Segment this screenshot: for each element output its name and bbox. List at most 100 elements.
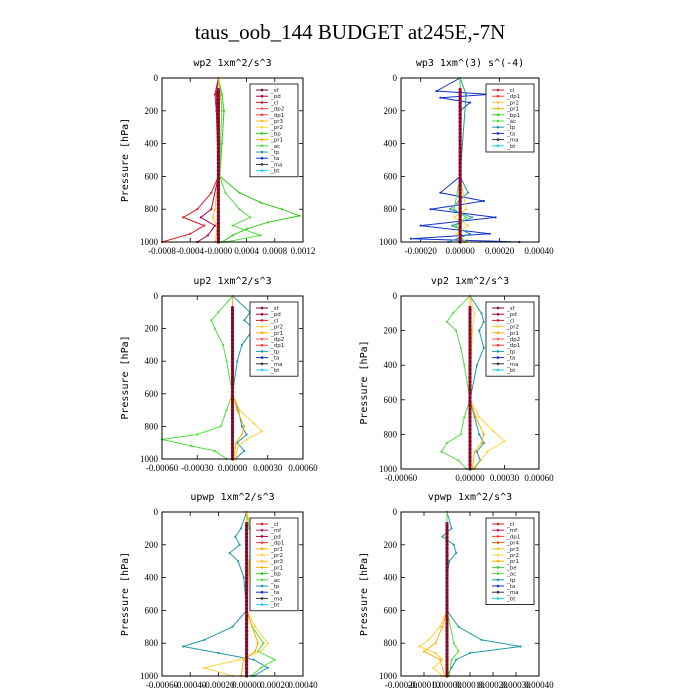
plot-frame xyxy=(400,295,540,470)
series-point-ac xyxy=(455,329,458,332)
legend-marker xyxy=(260,535,264,538)
legend-marker xyxy=(260,107,264,110)
zero-line-marker xyxy=(245,565,249,569)
legend-marker xyxy=(496,350,500,353)
zero-line-marker xyxy=(230,446,235,450)
panel-title: upwp 1xm^2/s^3 xyxy=(190,492,274,503)
series-point-cl xyxy=(196,208,199,211)
series-point-tp xyxy=(478,329,481,332)
series-point-pr1 xyxy=(242,658,245,661)
zero-line-marker xyxy=(245,663,249,667)
zero-line-marker xyxy=(245,614,249,618)
y-tick-label: 200 xyxy=(384,326,398,336)
series-point-ac xyxy=(259,666,262,669)
series-point-cl xyxy=(210,191,213,194)
legend-marker xyxy=(260,584,264,588)
zero-line-marker xyxy=(216,146,220,150)
series-point-ta xyxy=(439,96,442,99)
legend-marker xyxy=(260,362,264,366)
zero-line-marker xyxy=(445,565,449,569)
legend-label: _pr2 xyxy=(270,325,283,331)
series-point-pd xyxy=(199,216,202,219)
legend-marker xyxy=(260,169,264,172)
legend-marker xyxy=(260,88,264,92)
zero-line-marker xyxy=(458,169,462,173)
series-point-tp xyxy=(519,645,522,648)
series-point-tp xyxy=(238,543,241,546)
y-tick-label: 400 xyxy=(384,360,398,370)
zero-line-marker xyxy=(458,142,462,147)
series-point-bp xyxy=(222,109,226,112)
series-point-pr1 xyxy=(422,650,426,653)
legend-box xyxy=(249,517,299,612)
series-point-ac xyxy=(463,416,466,419)
zero-line-marker xyxy=(216,221,220,225)
plot-frame xyxy=(161,77,304,243)
x-tick-label: 0.0008 xyxy=(262,246,287,256)
x-tick-label: -0.0004 xyxy=(176,246,204,256)
y-tick-label: 0 xyxy=(393,73,398,83)
series-point-pr1 xyxy=(439,658,442,661)
zero-line-marker xyxy=(216,232,220,237)
legend-marker xyxy=(260,325,264,328)
x-tick-label: 0.00000 xyxy=(218,463,248,473)
zero-line-marker xyxy=(216,116,220,120)
legend-marker xyxy=(496,522,500,526)
zero-line-marker xyxy=(230,453,235,457)
legend-marker xyxy=(496,559,500,563)
series-point-ac xyxy=(273,658,276,661)
zero-line-marker xyxy=(445,629,449,633)
legend-label: _ta xyxy=(506,356,515,362)
x-tick-label: -0.0000 xyxy=(205,246,233,256)
legend-label: _pd xyxy=(270,312,281,318)
zero-line-marker xyxy=(458,94,462,98)
legend-label: _cl xyxy=(270,522,279,528)
legend-label: _tp xyxy=(506,578,516,584)
series-point-ac xyxy=(457,650,460,653)
legend-marker xyxy=(496,107,500,110)
zero-line-marker xyxy=(230,390,235,394)
zero-line-marker xyxy=(216,184,220,188)
legend-marker xyxy=(260,559,264,563)
zero-line-marker xyxy=(216,90,220,94)
y-tick-label: 400 xyxy=(145,356,159,366)
zero-line-marker xyxy=(230,401,235,405)
zero-line-marker xyxy=(230,416,235,420)
legend-box xyxy=(249,83,299,178)
series-point-ta xyxy=(439,191,442,194)
plot-frame xyxy=(161,295,304,460)
zero-line-marker xyxy=(468,447,472,451)
zero-line-marker xyxy=(216,199,220,203)
series-point-tp xyxy=(448,560,451,563)
series-point-ac xyxy=(225,409,228,412)
zero-line-marker xyxy=(245,670,249,674)
legend-marker xyxy=(260,331,264,335)
legend-marker xyxy=(260,163,264,166)
zero-line-marker xyxy=(230,308,235,312)
zero-line-marker xyxy=(230,368,235,372)
legend-label: _bt xyxy=(270,368,280,374)
y-tick-label: 800 xyxy=(145,421,159,431)
x-tick-label: 0.0012 xyxy=(291,246,316,256)
legend-label: _cl xyxy=(506,88,515,94)
series-point-pr2 xyxy=(238,658,241,661)
y-tick-label: 200 xyxy=(384,540,398,550)
zero-line-marker xyxy=(445,648,449,652)
series-point-cl xyxy=(203,224,206,227)
legend-marker xyxy=(260,528,264,532)
series-point-ac xyxy=(224,191,227,194)
panel-title: wp3 1xm^(3) s^(-4) xyxy=(416,58,524,69)
zero-line-marker xyxy=(245,603,249,607)
series-point-pr1 xyxy=(434,642,437,645)
zero-line-marker xyxy=(445,584,449,588)
zero-line-marker xyxy=(245,554,249,558)
legend-label: _ta xyxy=(270,156,279,162)
series-point-ta xyxy=(435,90,438,93)
zero-line-marker xyxy=(458,191,462,195)
series-point-tp xyxy=(240,425,243,428)
series-point-ac xyxy=(222,343,225,346)
panels-group: wp2 1xm^2/s^3 Pressure [hPa] 0 200 400 600 800… xyxy=(120,58,554,690)
series-point-tp xyxy=(450,527,453,530)
y-tick-label: 0 xyxy=(154,291,159,301)
legend-marker xyxy=(496,132,500,135)
